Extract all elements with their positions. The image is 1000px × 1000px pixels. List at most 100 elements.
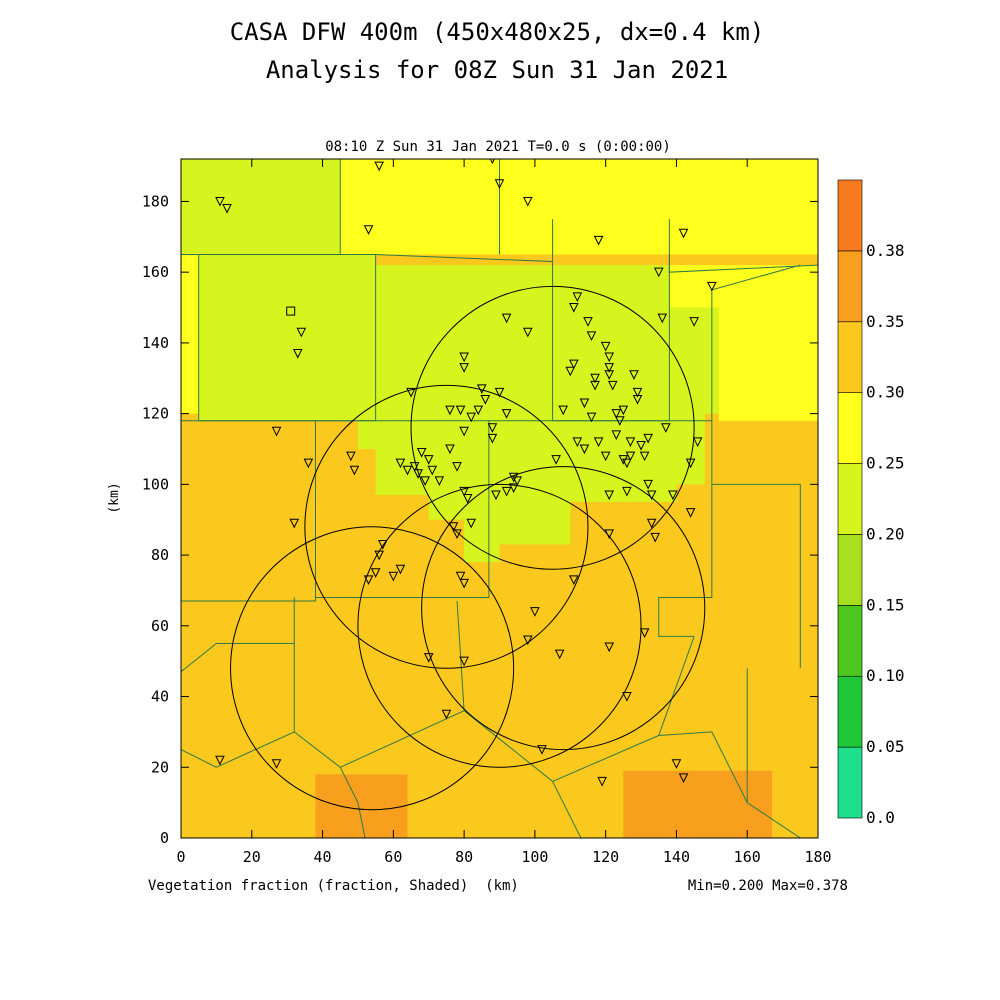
station-triangle-42 — [445, 444, 455, 455]
station-triangle-3 — [363, 225, 374, 235]
station-triangle-16 — [349, 465, 360, 476]
x-tick-label-20: 20 — [243, 848, 261, 866]
county-line-11 — [181, 597, 295, 673]
station-triangle-34 — [487, 423, 498, 433]
station-triangle-47 — [452, 529, 462, 539]
station-triangle-6 — [523, 196, 533, 207]
radar-range-rings — [230, 285, 706, 811]
y-tick-label-40: 40 — [151, 688, 169, 706]
station-triangle-84 — [643, 479, 653, 490]
station-triangle-94 — [692, 437, 703, 448]
station-triangle-105 — [395, 564, 406, 575]
station-triangle-70 — [611, 409, 622, 419]
station-triangle-77 — [625, 437, 636, 448]
x-tick-label-40: 40 — [314, 848, 332, 866]
shaded-region-9 — [711, 484, 818, 669]
station-triangle-118 — [622, 692, 632, 702]
station-triangle-121 — [622, 486, 632, 497]
x-axis: 0 20 40 60 80 100 120 140 160 180 — [176, 159, 832, 866]
station-triangle-43 — [452, 462, 462, 472]
station-triangle-13 — [303, 458, 314, 469]
y-tick-label-100: 100 — [142, 475, 169, 493]
station-triangle-124 — [572, 437, 583, 448]
y-tick-label-160: 160 — [142, 263, 169, 281]
station-triangle-111 — [523, 635, 533, 646]
station-triangle-39 — [523, 327, 533, 338]
station-triangle-66 — [604, 352, 615, 363]
y-tick-label-0: 0 — [160, 829, 169, 847]
station-triangle-45 — [462, 494, 473, 504]
station-triangle-110 — [441, 709, 452, 720]
station-triangle-28 — [455, 405, 466, 416]
colorbar-segment-0 — [837, 746, 863, 819]
station-triangle-33 — [480, 394, 491, 405]
station-triangle-48 — [448, 522, 459, 532]
station-triangle-123 — [586, 412, 597, 423]
station-triangle-9 — [707, 281, 717, 292]
colorbar-label-8: 0.38 — [866, 241, 905, 260]
station-triangle-54 — [551, 455, 561, 465]
station-triangle-114 — [569, 575, 579, 585]
station-triangle-27 — [445, 405, 455, 416]
station-triangle-7 — [593, 235, 604, 246]
y-tick-label-60: 60 — [151, 617, 169, 635]
station-triangle-26 — [406, 387, 416, 398]
station-triangle-109 — [459, 656, 469, 667]
station-triangle-35 — [487, 433, 498, 444]
station-triangle-19 — [409, 462, 420, 472]
station-triangle-88 — [657, 313, 668, 324]
station-triangle-67 — [604, 363, 615, 373]
variable-label: Vegetation fraction (fraction, Shaded) (… — [148, 878, 519, 894]
station-triangle-112 — [537, 745, 547, 755]
station-triangle-21 — [416, 448, 427, 458]
station-triangle-73 — [611, 430, 622, 440]
x-tick-label-120: 120 — [592, 848, 619, 866]
colorbar-segment-3 — [837, 534, 863, 606]
station-triangle-50 — [501, 486, 512, 497]
station-triangle-80 — [632, 387, 643, 398]
colorbar-segment-1 — [837, 675, 863, 748]
station-triangle-41 — [459, 363, 469, 373]
shaded-region-11 — [623, 770, 772, 838]
colorbar-segment-5 — [837, 392, 863, 464]
county-line-15 — [181, 749, 217, 838]
x-tick-label-80: 80 — [455, 848, 473, 866]
station-triangle-15 — [346, 451, 356, 462]
station-triangle-14 — [289, 518, 300, 529]
colorbar-segment-2 — [837, 605, 863, 677]
station-triangle-31 — [473, 405, 484, 416]
station-triangle-107 — [455, 571, 466, 582]
station-triangle-62 — [586, 331, 597, 341]
station-triangle-120 — [604, 529, 615, 539]
y-axis-label: (km) — [107, 482, 122, 513]
colorbar-segment-4 — [837, 463, 863, 535]
station-triangle-95 — [689, 317, 699, 327]
station-triangle-78 — [629, 370, 639, 380]
county-line-6 — [181, 420, 316, 602]
station-triangle-104 — [388, 571, 399, 582]
station-markers — [215, 159, 717, 787]
colorbar-label-7: 0.35 — [866, 312, 905, 331]
y-tick-label-140: 140 — [142, 334, 169, 352]
y-tick-label-180: 180 — [142, 192, 169, 210]
station-triangle-101 — [374, 550, 384, 561]
county-line-16 — [339, 767, 366, 838]
station-triangle-65 — [600, 341, 611, 352]
station-triangle-75 — [622, 458, 632, 469]
station-triangle-117 — [604, 642, 615, 653]
station-triangle-126 — [593, 437, 604, 448]
station-triangle-25 — [420, 476, 430, 486]
station-triangle-97 — [678, 773, 689, 783]
station-triangle-113 — [530, 607, 540, 617]
shaded-region-3 — [198, 254, 376, 421]
x-tick-label-100: 100 — [521, 848, 548, 866]
time-label: 08:10 Z Sun 31 Jan 2021 T=0.0 s (0:00:00… — [325, 139, 671, 155]
station-triangle-116 — [597, 776, 607, 787]
station-square-0 — [286, 306, 296, 316]
plot-area — [180, 158, 819, 839]
station-triangle-12 — [271, 426, 282, 437]
county-line-17 — [552, 781, 582, 838]
colorbar-segment-8 — [837, 179, 863, 252]
station-triangle-72 — [618, 405, 629, 416]
station-triangle-100 — [377, 539, 388, 550]
